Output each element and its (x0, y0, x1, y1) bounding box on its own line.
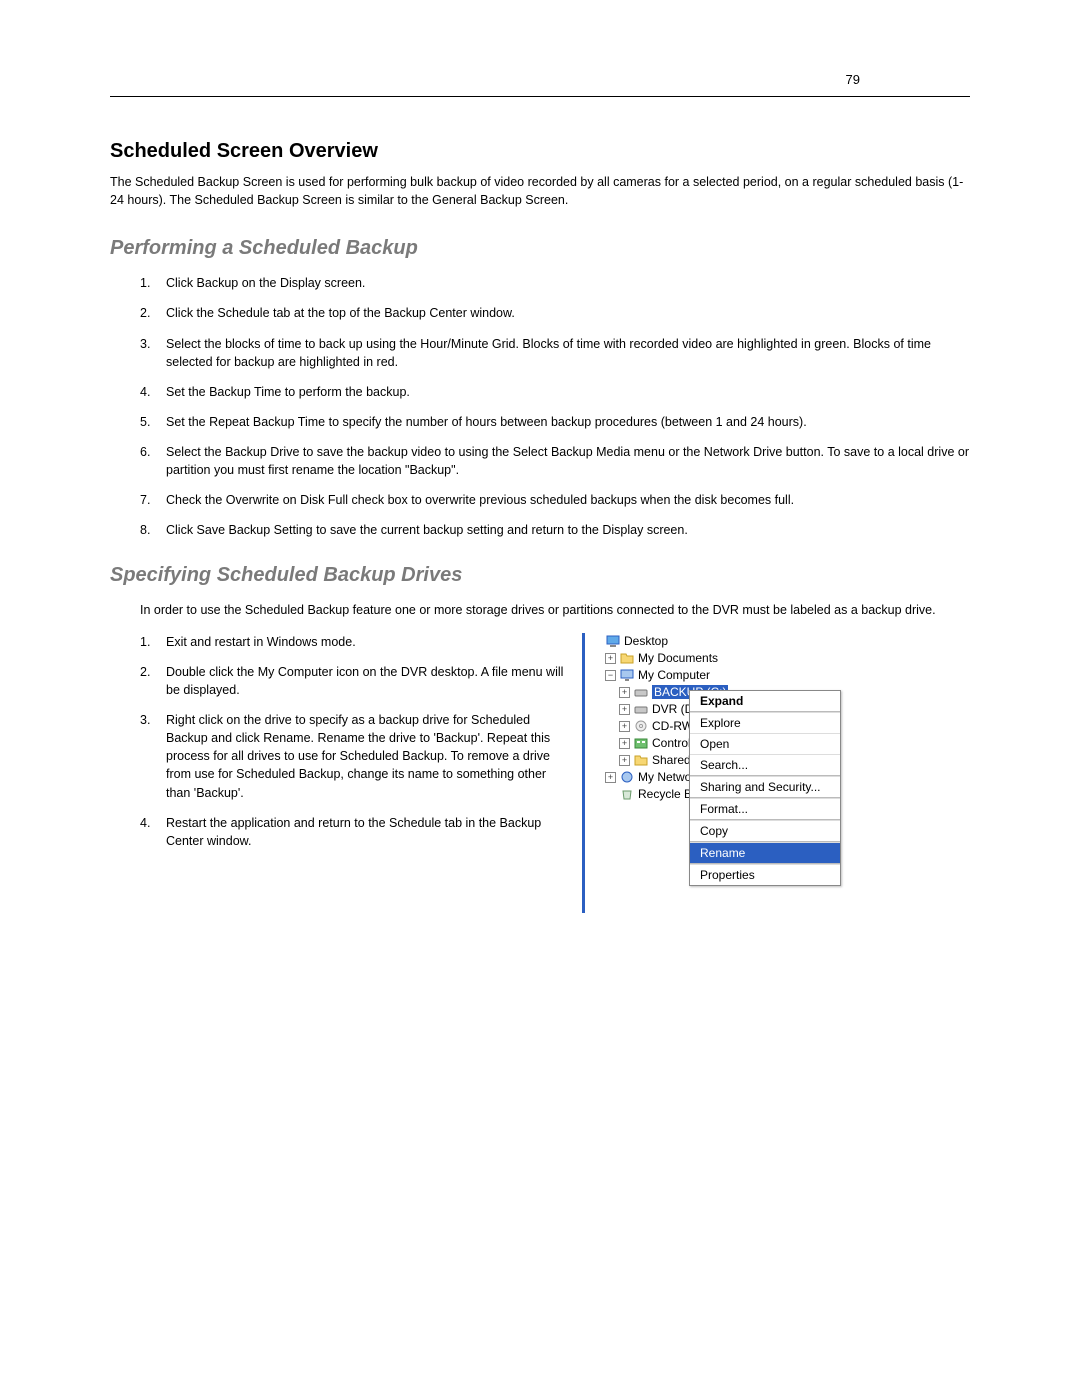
menu-item-expand[interactable]: Expand (690, 691, 840, 711)
step-text: Click Backup on the Display screen. (166, 274, 970, 292)
step-number: 2. (140, 663, 166, 699)
intro-specifying-drives: In order to use the Scheduled Backup fea… (140, 601, 970, 619)
tree-label: My Computer (638, 668, 710, 682)
disc-icon (634, 719, 648, 733)
steps-with-figure: 1.Exit and restart in Windows mode. 2.Do… (140, 633, 970, 913)
expand-icon[interactable]: + (619, 687, 630, 698)
document-page: 79 Scheduled Screen Overview The Schedul… (0, 0, 1080, 1397)
step-text: Double click the My Computer icon on the… (166, 663, 570, 699)
heading-specifying-drives: Specifying Scheduled Backup Drives (110, 564, 970, 587)
tree-node-desktop[interactable]: Desktop (591, 633, 843, 650)
page-content: Scheduled Screen Overview The Scheduled … (110, 140, 970, 913)
menu-item-explore[interactable]: Explore (690, 712, 840, 733)
step-text: Click Save Backup Setting to save the cu… (166, 521, 970, 539)
header-rule (110, 96, 970, 97)
step-number: 3. (140, 711, 166, 802)
step-text: Select the blocks of time to back up usi… (166, 335, 970, 371)
heading-scheduled-overview: Scheduled Screen Overview (110, 140, 970, 163)
step-text: Exit and restart in Windows mode. (166, 633, 570, 651)
menu-item-format[interactable]: Format... (690, 798, 840, 819)
folder-icon (634, 753, 648, 767)
steps-specifying-drives: 1.Exit and restart in Windows mode. 2.Do… (140, 633, 570, 913)
step-text: Set the Repeat Backup Time to specify th… (166, 413, 970, 431)
step-text: Restart the application and return to th… (166, 814, 570, 850)
tree-node-mycomputer[interactable]: − My Computer (591, 667, 843, 684)
expand-icon[interactable]: + (619, 721, 630, 732)
step-number: 3. (140, 335, 166, 371)
page-number: 79 (846, 72, 860, 87)
step-number: 8. (140, 521, 166, 539)
collapse-icon[interactable]: − (605, 670, 616, 681)
tree-node-mydocs[interactable]: + My Documents (591, 650, 843, 667)
step-number: 6. (140, 443, 166, 479)
steps-performing-backup: 1.Click Backup on the Display screen. 2.… (140, 274, 970, 539)
step-text: Right click on the drive to specify as a… (166, 711, 570, 802)
menu-item-open[interactable]: Open (690, 733, 840, 754)
menu-item-rename[interactable]: Rename (690, 842, 840, 863)
step-text: Click the Schedule tab at the top of the… (166, 304, 970, 322)
expand-icon[interactable]: + (605, 772, 616, 783)
drive-icon (634, 702, 648, 716)
step-text: Check the Overwrite on Disk Full check b… (166, 491, 970, 509)
tree-label: Desktop (624, 634, 668, 648)
menu-item-properties[interactable]: Properties (690, 864, 840, 885)
desktop-icon (606, 634, 620, 648)
menu-item-search[interactable]: Search... (690, 754, 840, 775)
tree-label: My Documents (638, 651, 718, 665)
step-text: Set the Backup Time to perform the backu… (166, 383, 970, 401)
expand-icon[interactable]: + (605, 653, 616, 664)
step-number: 2. (140, 304, 166, 322)
step-number: 7. (140, 491, 166, 509)
context-menu: Expand Explore Open Search... Sharing an… (689, 690, 841, 886)
intro-paragraph: The Scheduled Backup Screen is used for … (110, 173, 970, 209)
menu-item-sharing[interactable]: Sharing and Security... (690, 776, 840, 797)
network-icon (620, 770, 634, 784)
expand-icon[interactable]: + (619, 704, 630, 715)
control-panel-icon (634, 736, 648, 750)
recycle-icon (620, 787, 634, 801)
step-number: 4. (140, 814, 166, 850)
step-text: Select the Backup Drive to save the back… (166, 443, 970, 479)
step-number: 1. (140, 633, 166, 651)
step-number: 4. (140, 383, 166, 401)
menu-item-copy[interactable]: Copy (690, 820, 840, 841)
heading-performing-backup: Performing a Scheduled Backup (110, 237, 970, 260)
folder-icon (620, 651, 634, 665)
computer-icon (620, 668, 634, 682)
step-number: 1. (140, 274, 166, 292)
expand-icon[interactable]: + (619, 755, 630, 766)
explorer-figure: Desktop + My Documents − My Computer + (582, 633, 843, 913)
expand-icon[interactable]: + (619, 738, 630, 749)
step-number: 5. (140, 413, 166, 431)
drive-icon (634, 685, 648, 699)
